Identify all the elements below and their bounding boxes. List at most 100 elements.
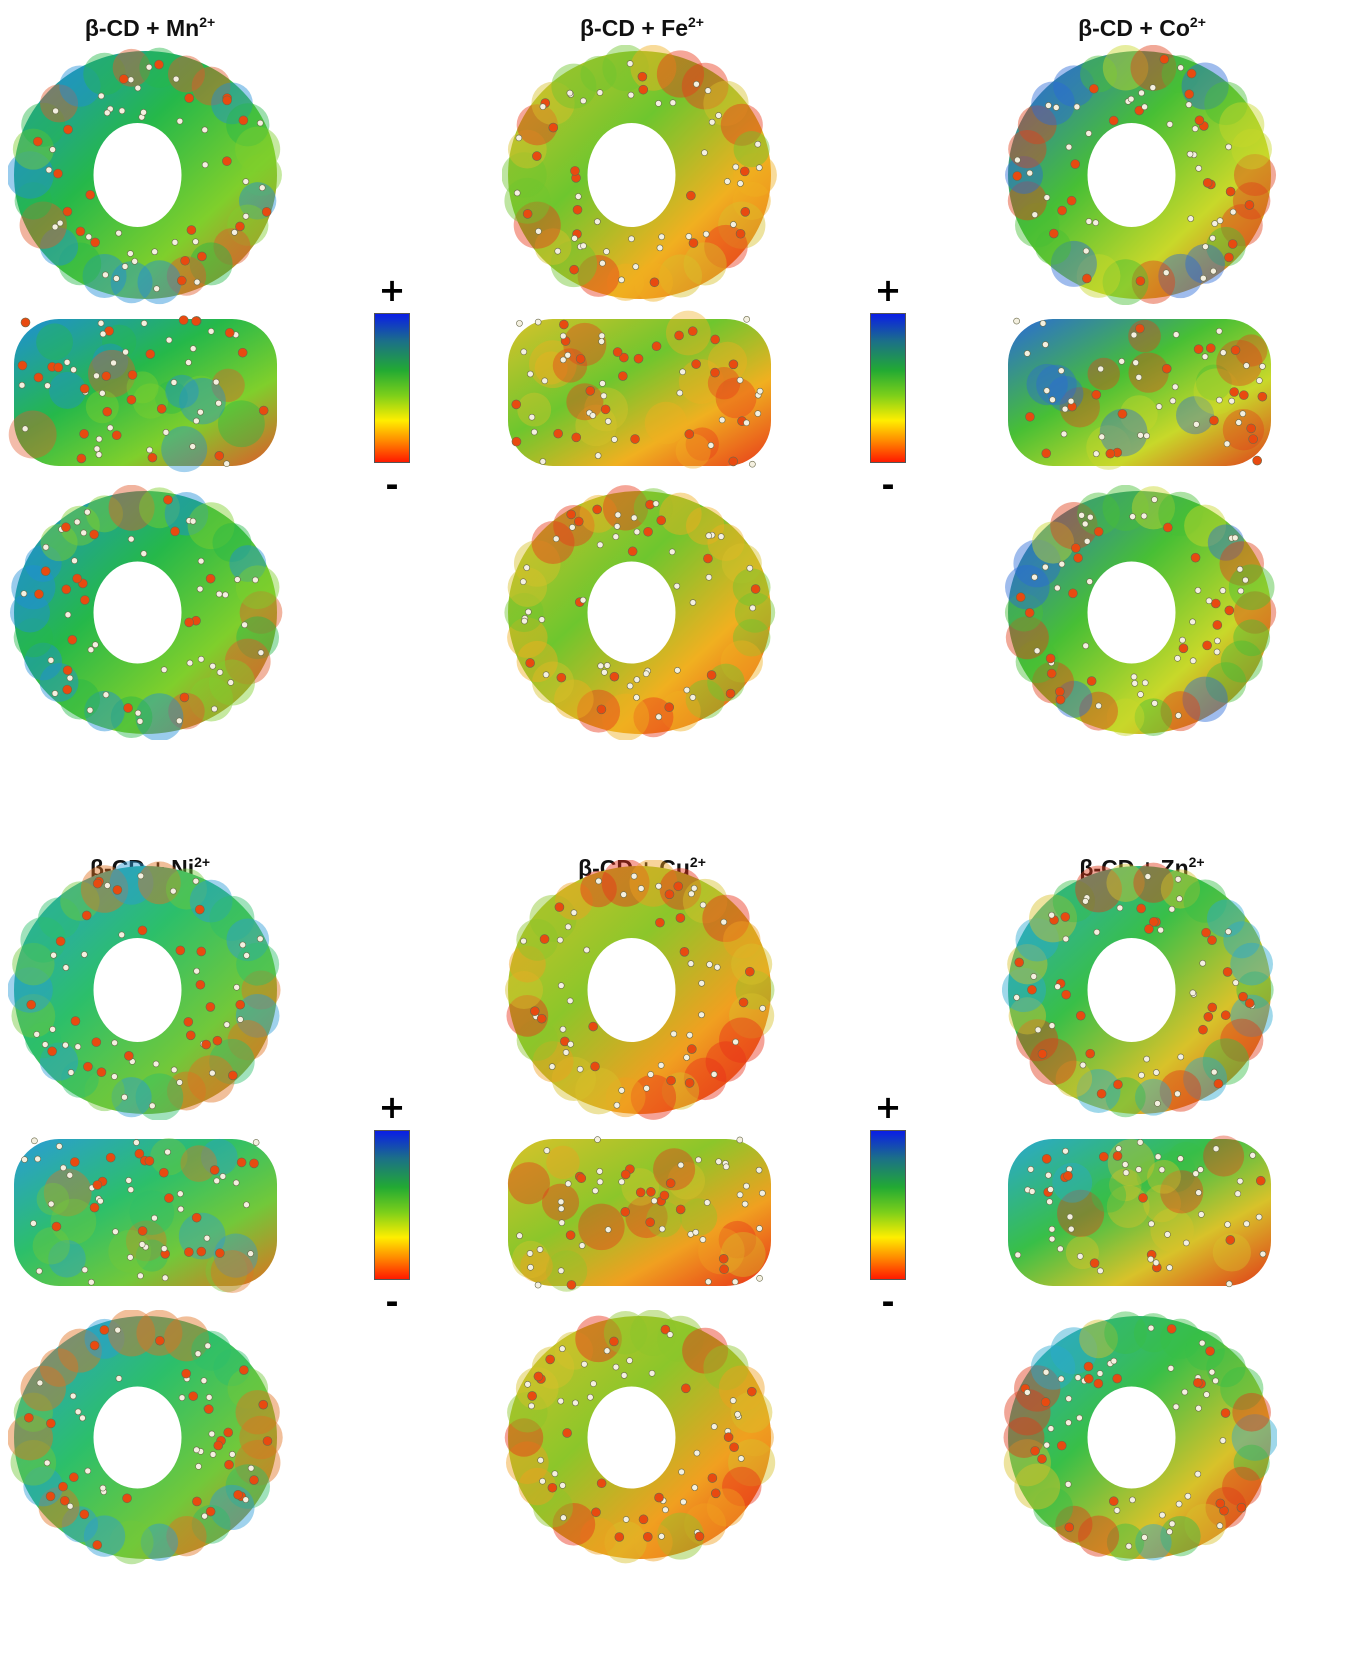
surface-lobe bbox=[604, 1521, 647, 1564]
hydrogen-atom bbox=[138, 1241, 146, 1248]
surface-lobe bbox=[20, 916, 67, 963]
surface-lobe bbox=[110, 261, 153, 304]
surface-lobe bbox=[213, 1233, 258, 1278]
hydrogen-atom bbox=[151, 248, 158, 256]
hydrogen-atom bbox=[618, 1178, 625, 1186]
surface-lobe bbox=[1147, 1159, 1181, 1194]
hydrogen-atom bbox=[658, 1225, 666, 1233]
hydrogen-atom bbox=[1082, 642, 1090, 650]
hydrogen-atom bbox=[693, 80, 700, 88]
hydrogen-atom bbox=[122, 348, 129, 356]
oxygen-atom bbox=[1055, 694, 1066, 705]
hydrogen-atom bbox=[243, 952, 250, 959]
hydrogen-atom bbox=[196, 585, 204, 593]
surface-lobe bbox=[84, 690, 125, 732]
surface-lobe bbox=[48, 1239, 86, 1278]
oxygen-atom bbox=[728, 456, 739, 467]
hydrogen-atom bbox=[56, 1143, 63, 1150]
hydrogen-atom bbox=[111, 1073, 118, 1080]
oxygen-atom bbox=[566, 509, 576, 520]
oxygen-atom bbox=[675, 1204, 686, 1215]
hydrogen-atom bbox=[1013, 317, 1020, 325]
hydrogen-atom bbox=[36, 1379, 44, 1387]
hydrogen-atom bbox=[705, 574, 713, 581]
hydrogen-atom bbox=[1141, 1534, 1148, 1541]
molecular-surface-top-view bbox=[502, 860, 777, 1120]
hydrogen-atom bbox=[699, 1236, 707, 1243]
hydrogen-atom bbox=[1042, 1368, 1050, 1376]
hydrogen-atom bbox=[630, 514, 638, 522]
negative-sign: - bbox=[385, 1283, 399, 1321]
surface-lobe bbox=[508, 945, 546, 983]
hydrogen-atom bbox=[1082, 897, 1089, 905]
oxygen-atom bbox=[638, 84, 649, 95]
surface-lobe bbox=[1134, 1078, 1172, 1116]
hydrogen-atom bbox=[1116, 904, 1124, 912]
hydrogen-atom bbox=[1232, 979, 1240, 986]
oxygen-atom bbox=[191, 1212, 202, 1223]
surface-lobe bbox=[166, 256, 207, 296]
hydrogen-atom bbox=[111, 1039, 118, 1047]
cavity bbox=[587, 561, 676, 664]
oxygen-atom bbox=[1025, 411, 1035, 422]
hydrogen-atom bbox=[590, 1380, 597, 1388]
surface-lobe bbox=[109, 860, 154, 905]
oxygen-atom bbox=[511, 436, 522, 447]
surface-lobe bbox=[1212, 1233, 1251, 1272]
oxygen-atom bbox=[675, 913, 686, 923]
surface-lobe bbox=[601, 860, 650, 907]
hydrogen-atom bbox=[594, 452, 602, 459]
molecular-surface-top-view bbox=[8, 45, 283, 305]
hydrogen-atom bbox=[655, 100, 662, 107]
surface-lobe bbox=[1183, 879, 1227, 923]
hydrogen-atom bbox=[1081, 520, 1089, 528]
surface-lobe bbox=[1195, 364, 1232, 401]
hydrogen-atom bbox=[1213, 648, 1221, 656]
surface-lobe bbox=[36, 1182, 70, 1216]
hydrogen-atom bbox=[216, 668, 224, 676]
surface-lobe bbox=[217, 400, 265, 448]
surface-lobe bbox=[703, 80, 749, 126]
hydrogen-atom bbox=[1027, 1165, 1035, 1173]
oxygen-atom bbox=[1093, 526, 1104, 537]
surface-lobe bbox=[10, 1439, 57, 1486]
surface-lobe bbox=[200, 1138, 238, 1176]
hydrogen-atom bbox=[1074, 1374, 1082, 1381]
hydrogen-atom bbox=[41, 1041, 49, 1048]
surface-lobe bbox=[719, 1017, 765, 1063]
surface-lobe bbox=[720, 1231, 766, 1277]
hydrogen-atom bbox=[557, 1267, 565, 1274]
oxygen-atom bbox=[145, 349, 156, 359]
oxygen-atom bbox=[53, 362, 64, 373]
oxygen-atom bbox=[70, 1016, 81, 1026]
hydrogen-atom bbox=[525, 608, 532, 616]
oxygen-atom bbox=[1085, 1048, 1096, 1059]
surface-lobe bbox=[580, 1517, 618, 1555]
surface-lobe bbox=[1076, 254, 1121, 298]
hydrogen-atom bbox=[622, 1516, 630, 1523]
hydrogen-atom bbox=[81, 951, 88, 958]
oxygen-atom bbox=[1193, 1378, 1203, 1388]
oxygen-atom bbox=[147, 452, 158, 463]
hydrogen-atom bbox=[612, 533, 620, 541]
hydrogen-atom bbox=[200, 1377, 208, 1384]
hydrogen-atom bbox=[21, 1156, 28, 1163]
surface-lobe bbox=[1207, 524, 1245, 561]
hydrogen-atom bbox=[1249, 1152, 1256, 1159]
oxygen-atom bbox=[104, 326, 114, 336]
surface-lobe bbox=[88, 349, 136, 398]
hydrogen-atom bbox=[580, 242, 587, 250]
oxygen-atom bbox=[728, 359, 739, 370]
surface-lobe bbox=[136, 1310, 183, 1356]
hydrogen-atom bbox=[1061, 405, 1069, 413]
oxygen-atom bbox=[188, 1391, 199, 1401]
hydrogen-atom bbox=[1147, 1255, 1155, 1263]
oxygen-atom bbox=[1112, 1151, 1123, 1161]
surface-lobe bbox=[241, 970, 281, 1010]
hydrogen-atom bbox=[1086, 578, 1093, 585]
oxygen-atom bbox=[665, 1178, 676, 1189]
hydrogen-atom bbox=[1167, 1364, 1175, 1372]
hydrogen-atom bbox=[717, 533, 725, 540]
surface-body bbox=[508, 1139, 771, 1286]
oxygen-atom bbox=[1082, 273, 1092, 284]
